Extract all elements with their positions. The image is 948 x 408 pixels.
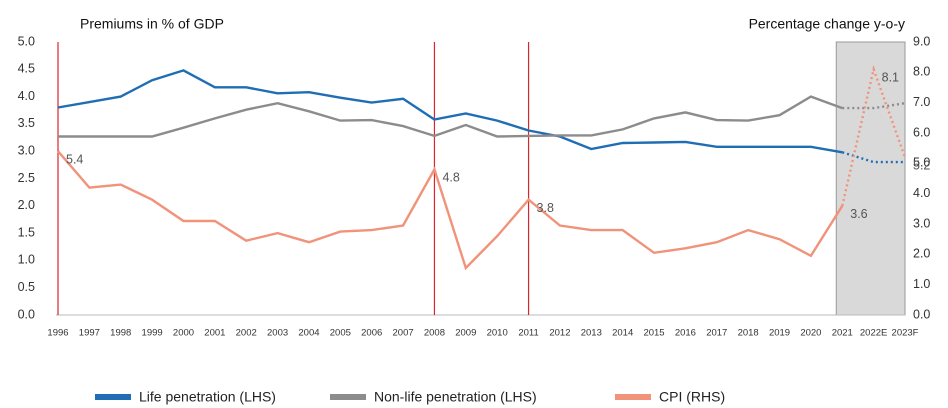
y2-tick-label: 8.0: [913, 65, 930, 79]
y2-tick-label: 7.0: [913, 95, 930, 109]
x-tick-label: 2011: [518, 328, 538, 339]
x-tick-label: 2005: [330, 328, 351, 339]
x-tick-label: 1996: [47, 328, 68, 339]
y-tick-label: 5.0: [18, 34, 35, 48]
x-tick-label: 2003: [267, 328, 288, 339]
x-tick-label: 2001: [204, 328, 225, 339]
legend-swatch: [330, 394, 366, 400]
x-tick-label: 1999: [142, 328, 163, 339]
x-tick-label: 2015: [643, 328, 664, 339]
x-tick-label: 2000: [173, 328, 194, 339]
x-tick-label: 2021: [832, 328, 853, 339]
x-tick-label: 2006: [361, 328, 382, 339]
x-tick-label: 2012: [549, 328, 570, 339]
x-tick-label: 2004: [298, 328, 319, 339]
legend-label: Life penetration (LHS): [139, 389, 276, 405]
x-tick-label: 2022E: [860, 328, 887, 339]
legend-label: CPI (RHS): [659, 389, 725, 405]
data-label: 4.8: [442, 171, 459, 185]
y-tick-label: 4.0: [18, 89, 35, 103]
y2-tick-label: 1.0: [913, 277, 930, 291]
series-line: [57, 69, 843, 154]
legend-swatch: [95, 394, 131, 400]
x-tick-label: 2016: [675, 328, 696, 339]
x-tick-label: 2017: [706, 328, 727, 339]
y2-tick-label: 9.0: [913, 34, 930, 48]
y2-tick-label: 2.0: [913, 247, 930, 261]
x-tick-label: 2013: [581, 328, 602, 339]
y-tick-label: 3.0: [18, 143, 35, 157]
series-line: [57, 150, 844, 271]
y-tick-label: 3.5: [18, 116, 35, 130]
data-label: 5.2: [913, 159, 930, 173]
y2-tick-label: 0.0: [913, 307, 930, 321]
data-label: 5.4: [66, 152, 83, 166]
x-tick-label: 2010: [487, 328, 508, 339]
data-label: 3.6: [850, 207, 867, 221]
x-tick-label: 2018: [738, 328, 759, 339]
x-tick-label: 2023F: [892, 328, 919, 339]
x-tick-label: 2002: [236, 328, 257, 339]
y2-tick-label: 5.0: [913, 156, 930, 170]
y2-tick-label: 3.0: [913, 216, 930, 230]
x-tick-label: 2019: [769, 328, 790, 339]
legend-swatch: [615, 394, 651, 400]
y-tick-label: 0.0: [18, 307, 35, 321]
x-tick-label: 2007: [393, 328, 414, 339]
x-tick-label: 2008: [424, 328, 445, 339]
series-line-forecast: [841, 65, 907, 207]
x-tick-label: 2009: [455, 328, 476, 339]
y2-title: Percentage change y-o-y: [749, 16, 905, 32]
x-tick-label: 2014: [612, 328, 633, 339]
y-tick-label: 1.0: [18, 253, 35, 267]
x-tick-label: 2020: [800, 328, 821, 339]
chart-title: Premiums in % of GDP: [80, 16, 224, 32]
data-label: 3.8: [537, 201, 554, 215]
y2-tick-label: 6.0: [913, 125, 930, 139]
legend-label: Non-life penetration (LHS): [374, 389, 537, 405]
y-tick-label: 2.5: [18, 171, 35, 185]
x-tick-label: 1997: [79, 328, 100, 339]
y-tick-label: 1.5: [18, 225, 35, 239]
series-line: [58, 95, 843, 138]
y2-tick-label: 4.0: [913, 186, 930, 200]
y-tick-label: 4.5: [18, 62, 35, 76]
y-tick-label: 0.5: [18, 280, 35, 294]
data-label: 8.1: [882, 71, 899, 85]
x-tick-label: 1998: [110, 328, 131, 339]
series-line-forecast: [842, 102, 906, 110]
y-tick-label: 2.0: [18, 198, 35, 212]
